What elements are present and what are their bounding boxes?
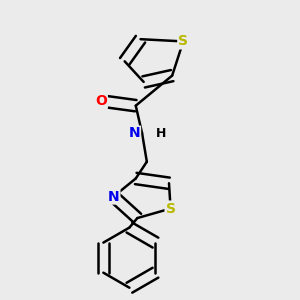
Text: S: S — [166, 202, 176, 216]
Text: H: H — [156, 127, 167, 140]
Text: N: N — [129, 126, 140, 140]
Text: N: N — [108, 190, 119, 203]
Text: S: S — [178, 34, 188, 48]
Text: O: O — [95, 94, 107, 108]
